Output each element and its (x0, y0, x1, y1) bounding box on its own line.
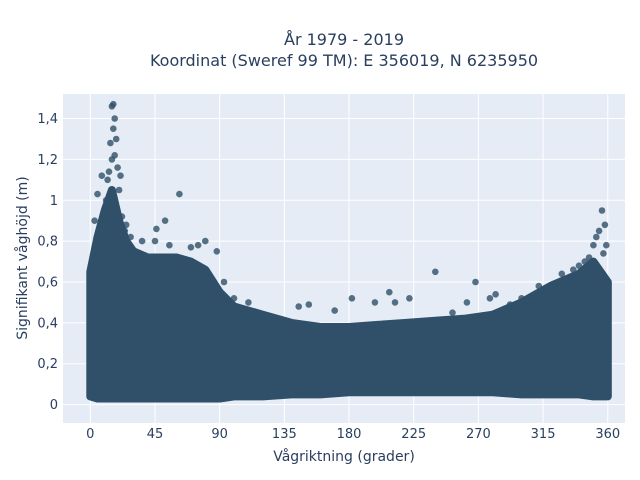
data-point (134, 250, 141, 257)
data-point (463, 299, 471, 306)
data-point (386, 288, 393, 296)
data-point (151, 237, 159, 245)
data-point (102, 197, 110, 204)
y-tick-label: 1,4 (37, 112, 58, 127)
data-point (127, 233, 134, 241)
y-tick-label: 0 (50, 398, 58, 413)
data-point (544, 288, 551, 296)
data-point (590, 241, 597, 249)
x-tick-label: 45 (147, 427, 164, 442)
data-point (111, 115, 118, 122)
data-point (449, 309, 456, 317)
y-tick-label: 0,4 (37, 316, 58, 331)
x-axis-title: Vågriktning (grader) (273, 448, 415, 465)
data-point (558, 270, 566, 278)
data-point (122, 221, 130, 229)
data-density-area (86, 186, 612, 403)
data-point (331, 307, 339, 314)
data-point (529, 301, 537, 308)
data-point (213, 248, 221, 255)
data-point (107, 139, 114, 147)
data-point (492, 291, 499, 298)
data-point (117, 172, 124, 179)
data-point (94, 190, 101, 198)
data-point (570, 266, 577, 274)
data-point (600, 250, 607, 257)
data-point (112, 135, 120, 143)
data-point (118, 213, 126, 220)
y-tick-label: 1,2 (37, 153, 58, 168)
data-point (114, 164, 121, 171)
data-point (601, 221, 609, 229)
data-point (391, 299, 399, 306)
data-point (581, 258, 589, 265)
data-point (153, 225, 160, 233)
data-point (104, 176, 111, 184)
data-point (575, 262, 583, 270)
data-point (371, 299, 379, 306)
data-point (406, 295, 413, 302)
data-point (595, 227, 603, 235)
x-tick-labels: 0 45 90 135 180 225 270 315 360 (86, 427, 620, 442)
data-point (138, 237, 146, 245)
data-point (535, 282, 543, 290)
y-tick-label: 0,8 (37, 235, 58, 250)
data-point (187, 244, 195, 251)
data-point (161, 217, 169, 224)
data-points (91, 100, 610, 317)
x-tick-label: 90 (211, 427, 228, 442)
chart-title-line2: Koordinat (Sweref 99 TM): E 356019, N 62… (150, 51, 538, 70)
y-tick-label: 0,2 (37, 357, 58, 372)
y-tick-label: 1 (50, 194, 58, 209)
data-point (108, 156, 116, 163)
data-point (518, 295, 525, 302)
data-point (202, 237, 209, 245)
data-point (486, 295, 494, 302)
data-point (348, 295, 356, 302)
data-point (245, 299, 252, 306)
data-point (230, 295, 238, 302)
data-point (220, 278, 228, 286)
x-tick-label: 135 (272, 427, 297, 442)
y-tick-labels: 0 0,2 0,4 0,6 0,8 1 1,2 1,4 (37, 112, 58, 413)
data-point (305, 301, 313, 308)
data-point (141, 252, 149, 259)
data-point (295, 303, 303, 310)
x-tick-label: 315 (531, 427, 556, 442)
data-point (105, 168, 113, 175)
data-point (124, 241, 131, 249)
x-tick-label: 360 (595, 427, 620, 442)
data-point (110, 125, 117, 132)
data-density-band (86, 186, 612, 403)
data-point (432, 268, 439, 276)
data-point (91, 217, 98, 224)
data-point (98, 172, 106, 179)
x-tick-label: 0 (86, 427, 94, 442)
data-point (176, 190, 183, 198)
data-point (108, 103, 116, 110)
chart-title-line1: År 1979 - 2019 (284, 30, 404, 49)
data-point (603, 241, 610, 249)
data-point (115, 186, 123, 194)
data-point (593, 233, 600, 241)
data-point (549, 280, 557, 288)
x-tick-label: 180 (337, 427, 362, 442)
data-point (585, 254, 593, 261)
data-point (194, 241, 202, 249)
x-tick-label: 225 (401, 427, 426, 442)
data-point (565, 274, 573, 282)
x-tick-label: 270 (466, 427, 491, 442)
y-axis-title: Signifikant våghöjd (m) (14, 176, 31, 339)
data-point (166, 241, 173, 249)
data-point (472, 278, 479, 286)
data-point (121, 227, 129, 235)
data-point (506, 301, 514, 308)
y-tick-label: 0,6 (37, 276, 58, 291)
data-point (598, 207, 606, 214)
